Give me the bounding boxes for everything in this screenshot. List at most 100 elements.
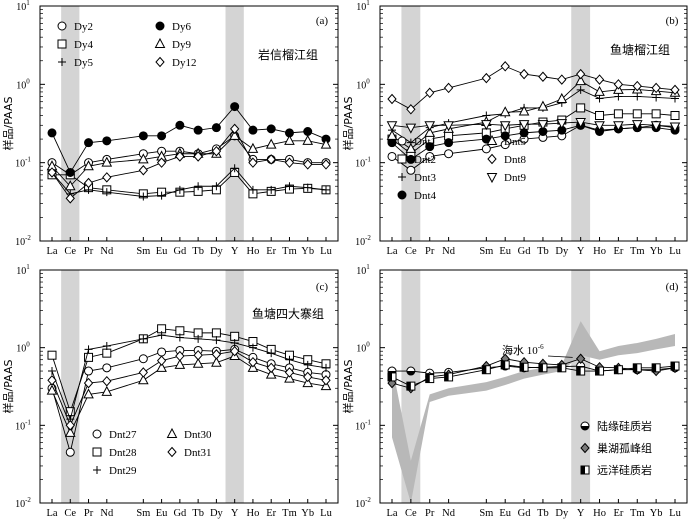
y-tick-exponent: -2: [365, 234, 371, 242]
y-tick-label: 10-1: [15, 418, 31, 432]
legend-label: 陆缘硅质岩: [597, 419, 652, 433]
data-point-marker: [285, 182, 294, 191]
x-tick-label-tm: Tm: [630, 246, 645, 257]
data-point-marker: [575, 353, 586, 364]
data-point-marker: [83, 177, 94, 189]
legend-label: Dnt5: [504, 136, 527, 148]
y-tick-base: 10: [15, 159, 25, 170]
y-tick-base: 10: [355, 159, 365, 170]
x-tick-label-dy: Dy: [210, 246, 224, 257]
data-point-marker: [481, 120, 492, 131]
data-point-marker: [406, 165, 416, 175]
data-point-marker: [138, 153, 149, 164]
legend-item: Dnt31: [167, 446, 212, 459]
data-point-marker: [444, 138, 454, 148]
series-4: [386, 75, 681, 153]
x-tick-label-lu: Lu: [320, 508, 332, 519]
marker-half: [520, 363, 525, 372]
data-point-marker: [303, 360, 312, 369]
marker-outline: [406, 366, 416, 376]
data-point-marker: [175, 333, 184, 342]
x-tick-label-ho: Ho: [247, 246, 260, 257]
y-tick-exponent: -2: [365, 496, 371, 504]
y-tick-base: 10: [355, 237, 365, 248]
marker-half: [633, 363, 638, 372]
data-point-marker: [556, 92, 568, 103]
legend-item: Dnt27: [92, 429, 137, 441]
series-3: [46, 349, 332, 437]
marker-half: [444, 372, 449, 381]
marker-outline: [595, 366, 605, 376]
x-tick-label-lu: Lu: [669, 246, 681, 257]
data-point-marker: [538, 363, 548, 373]
data-point-marker: [266, 362, 276, 374]
data-point-marker: [230, 102, 240, 112]
y-tick-label: 10-2: [15, 234, 31, 248]
data-point-marker: [303, 159, 313, 170]
y-tick-base: 10: [355, 421, 365, 432]
legend-label: Dnt30: [184, 429, 212, 441]
data-point-marker: [518, 105, 530, 116]
formation-label: 鱼塘榴江组: [610, 42, 670, 57]
data-point-marker: [284, 157, 295, 168]
data-point-marker: [192, 357, 204, 368]
data-point-marker: [64, 180, 76, 191]
legend-item: Dnt30: [166, 427, 212, 441]
legend-symbol-marker: [155, 56, 165, 68]
data-point-marker: [65, 447, 75, 457]
plot-frame: [379, 269, 688, 504]
y-tick-base: 10: [356, 2, 366, 13]
legend-symbol-marker: [93, 466, 101, 474]
data-point-marker: [175, 185, 184, 194]
legend-item: Dnt29: [93, 465, 137, 477]
data-point-marker: [670, 361, 680, 371]
data-point-marker: [229, 345, 240, 357]
x-tick-label-tb: Tb: [192, 246, 204, 257]
legend-label: Dnt4: [414, 190, 437, 202]
legend-label: Dnt1: [414, 136, 436, 148]
y-tick-base: 10: [16, 344, 26, 355]
data-point-marker: [443, 82, 454, 94]
data-point-marker: [266, 154, 276, 165]
legend-item: Dnt8: [487, 153, 527, 166]
x-tick-label-nd: Nd: [100, 246, 114, 257]
marker-half: [581, 466, 585, 474]
series-line: [391, 65, 676, 110]
data-point-marker: [212, 182, 221, 191]
marker-half: [595, 367, 600, 376]
series-line: [51, 167, 327, 197]
data-point-marker: [248, 356, 258, 368]
y-tick-label: 10-1: [15, 156, 31, 170]
y-tick-label: 101: [356, 263, 370, 277]
data-point-marker: [212, 336, 221, 345]
legend-label: Dnt29: [109, 465, 137, 477]
legend-symbol-marker: [166, 427, 178, 438]
marker-outline: [670, 361, 680, 371]
legend-item: Dnt2: [397, 154, 436, 166]
marker-outline: [557, 363, 567, 373]
data-point-marker: [320, 138, 332, 149]
data-point-marker: [284, 134, 295, 145]
data-point-marker: [631, 120, 643, 131]
data-point-marker: [499, 106, 511, 117]
data-point-marker: [594, 74, 605, 85]
y-tick-label: 101: [16, 263, 30, 277]
marker-half: [482, 365, 487, 374]
y-axis-label: 样品/PAAS: [1, 97, 15, 151]
data-point-marker: [500, 131, 510, 141]
marker-outline: [580, 465, 590, 475]
x-tick-label-y: Y: [231, 508, 239, 519]
data-point-marker: [65, 420, 75, 431]
legend-label: Dnt3: [414, 172, 437, 184]
data-point-marker: [48, 367, 56, 376]
legend-symbol-marker: [92, 429, 102, 439]
plot-frame: [379, 5, 688, 242]
x-tick-label-pr: Pr: [84, 246, 94, 257]
legend-item: Dy4: [57, 39, 93, 51]
shaded-band-ce: [61, 6, 80, 241]
data-point-marker: [266, 124, 276, 134]
legend-item: Dnt4: [397, 190, 437, 202]
y-axis-label: 样品/PAAS: [341, 97, 355, 151]
legend-item: Dnt1: [397, 136, 436, 148]
y-tick-exponent: -1: [25, 156, 31, 164]
